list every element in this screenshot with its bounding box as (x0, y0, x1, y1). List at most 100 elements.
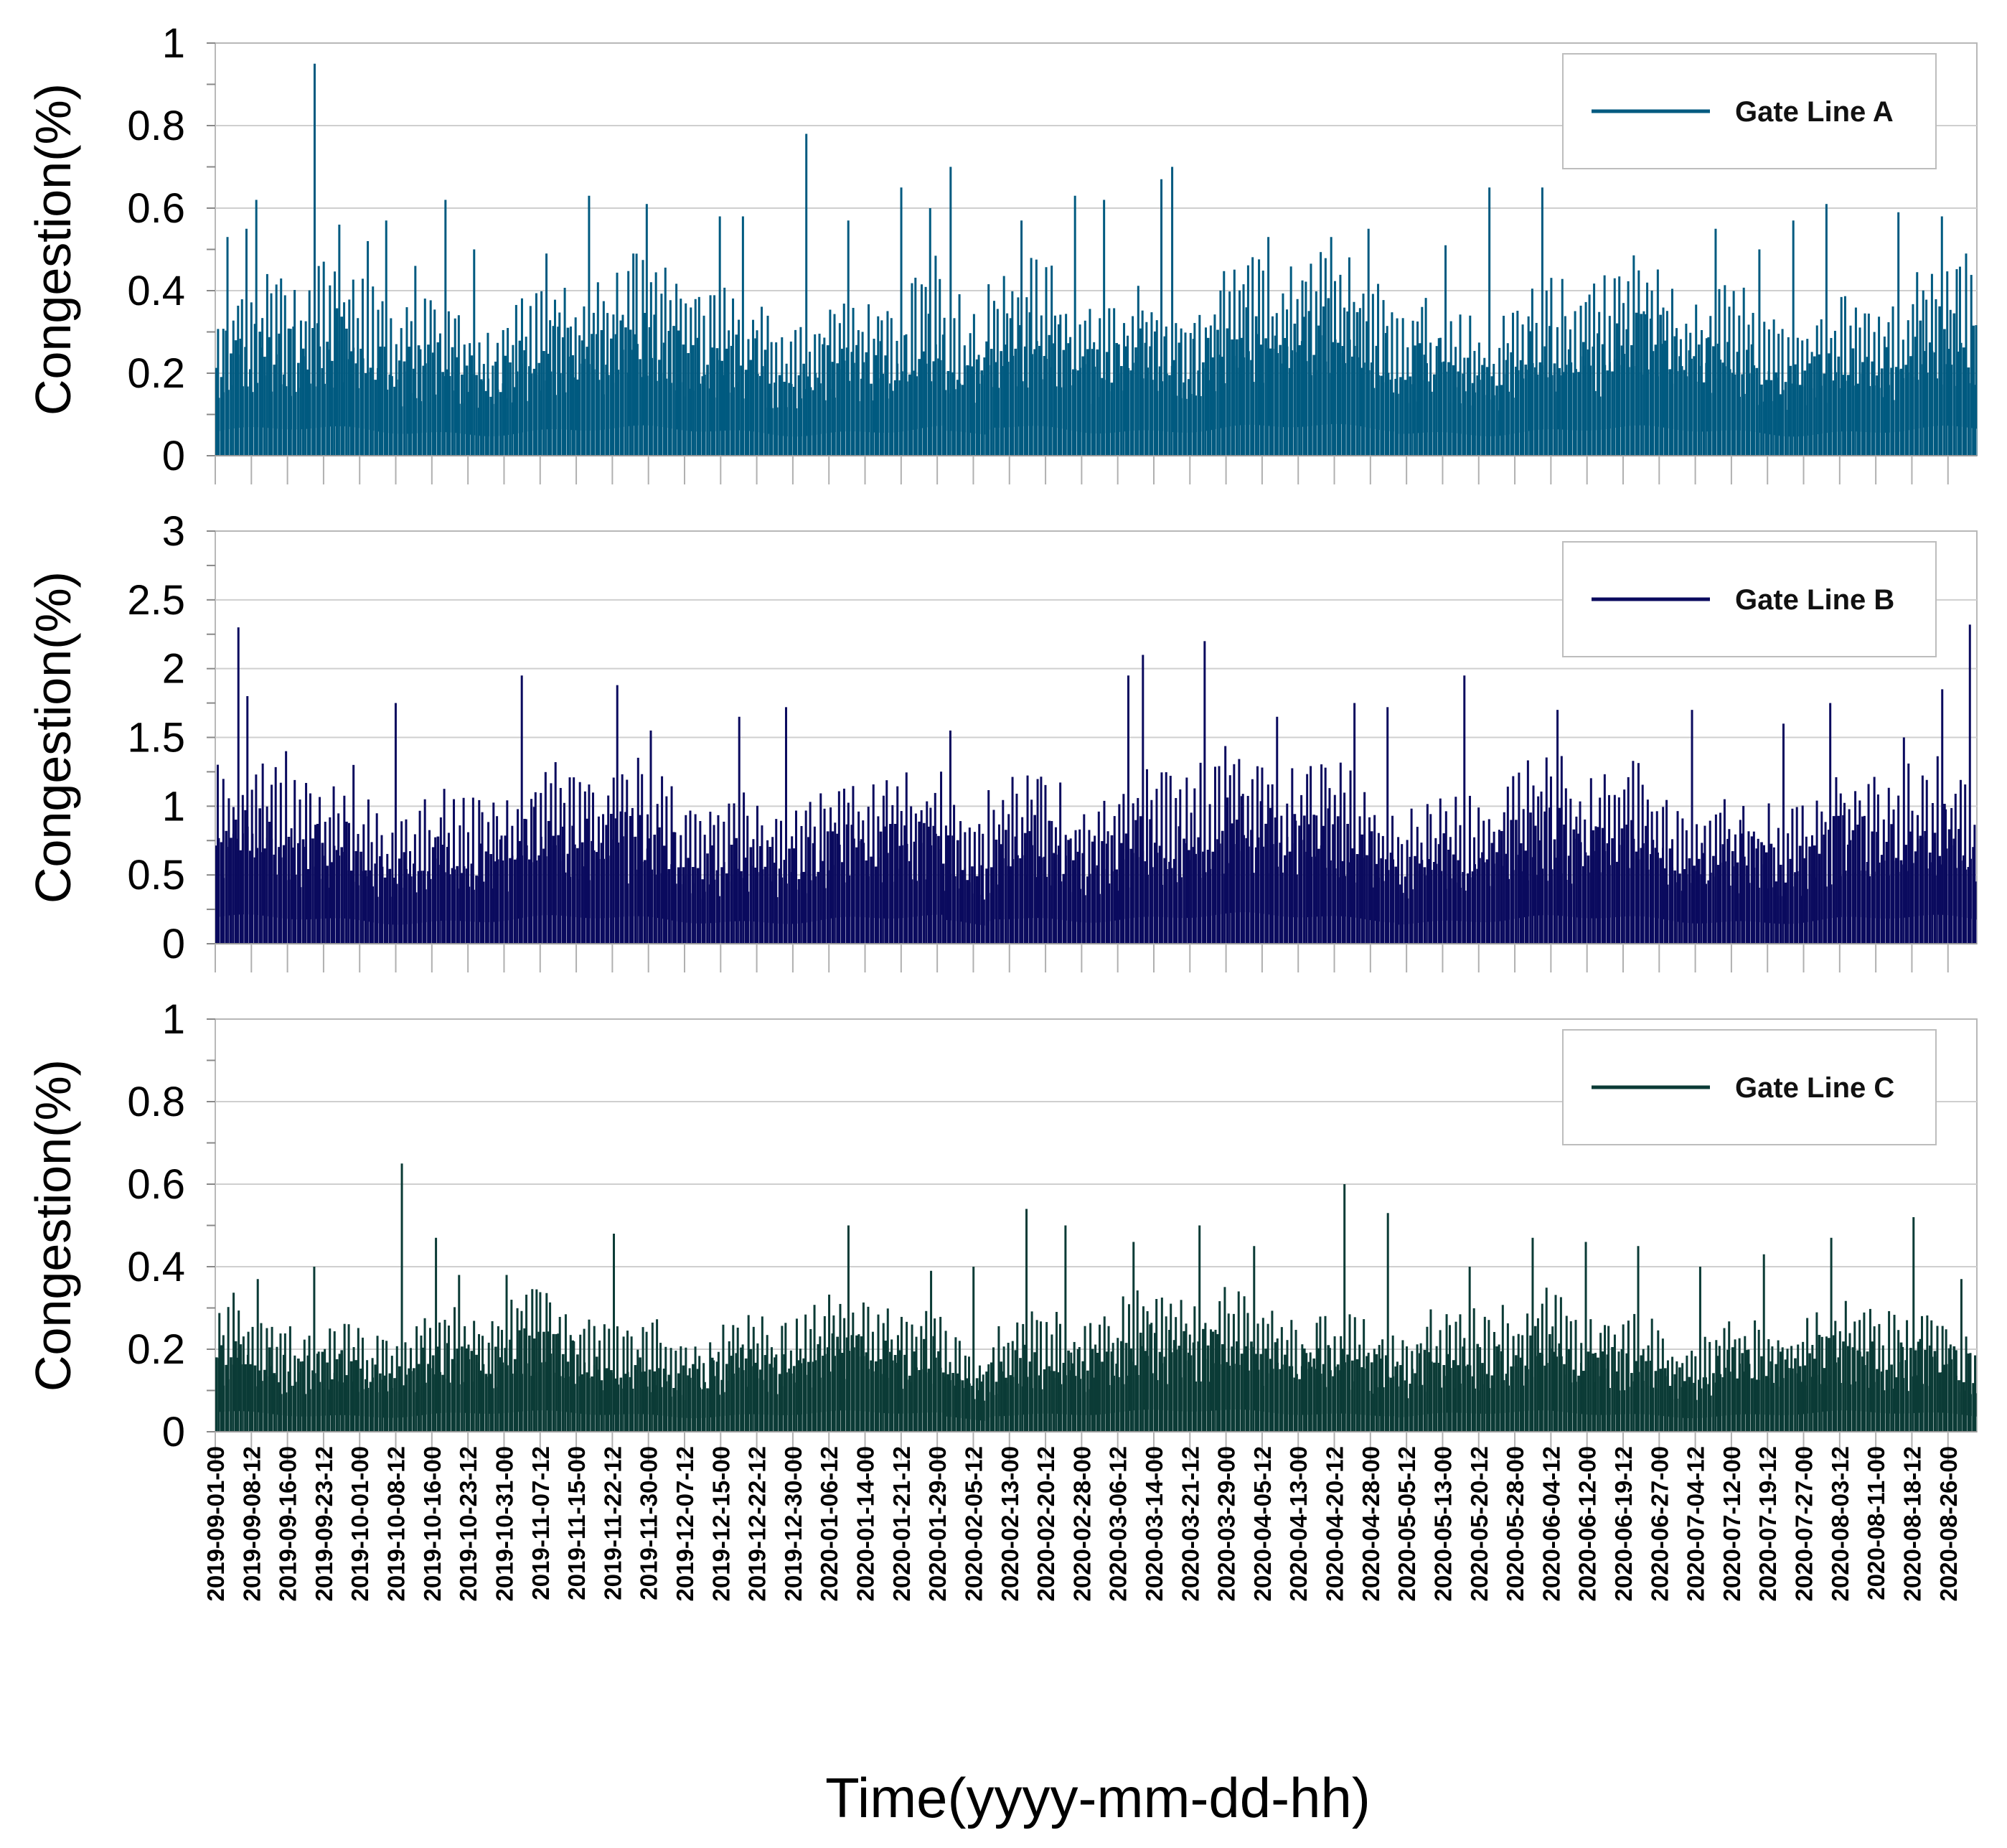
bar (386, 853, 389, 944)
bar (1183, 838, 1185, 944)
bar (1779, 1351, 1782, 1432)
bar (656, 1319, 659, 1432)
bar (1232, 1313, 1235, 1432)
bar (447, 311, 450, 456)
bar (983, 357, 986, 456)
bar (369, 870, 372, 944)
bar (845, 347, 849, 456)
bar (1007, 814, 1010, 944)
bar (956, 840, 959, 944)
bar (1149, 1324, 1152, 1432)
bar (1767, 1339, 1770, 1432)
bar (914, 813, 917, 944)
bar (1510, 352, 1513, 456)
bar (756, 330, 758, 456)
bar (1840, 296, 1843, 456)
bar (268, 1347, 271, 1432)
bar (1880, 855, 1884, 944)
bar (1483, 357, 1486, 456)
bar (1559, 1297, 1562, 1432)
bar (1197, 370, 1200, 456)
bar (949, 730, 951, 944)
bar (301, 348, 305, 456)
bar (619, 811, 623, 944)
bar (1888, 1310, 1891, 1432)
bar (361, 1337, 364, 1432)
bar (1282, 872, 1284, 944)
bar (484, 390, 488, 456)
bar (1429, 814, 1432, 944)
bar (853, 838, 855, 944)
bar (263, 357, 266, 456)
bar (1028, 831, 1032, 944)
bar (1057, 1372, 1061, 1432)
bar (489, 396, 493, 456)
bar (1271, 1310, 1274, 1432)
bar (914, 277, 917, 456)
bar (702, 315, 705, 456)
bar (1541, 868, 1543, 944)
bar (1093, 342, 1096, 456)
bar (1642, 311, 1645, 456)
bar (1377, 832, 1380, 944)
bar (1399, 377, 1402, 456)
bar (809, 387, 812, 456)
bar (1053, 1371, 1056, 1432)
bar (216, 764, 219, 944)
bar (1863, 313, 1866, 456)
bar (889, 824, 892, 944)
bar (774, 383, 776, 456)
bar (1332, 1376, 1335, 1432)
bar (600, 329, 603, 456)
bar (1553, 363, 1556, 456)
bar (842, 304, 845, 456)
bar (1353, 1317, 1356, 1432)
bar (1429, 342, 1432, 456)
bar (1909, 831, 1912, 944)
bar (1307, 1361, 1311, 1432)
bar (1187, 850, 1190, 944)
legend-label: Gate Line C (1735, 1072, 1894, 1104)
bar (723, 821, 725, 944)
bar (1110, 383, 1114, 456)
bar (1516, 311, 1519, 456)
bar (1973, 825, 1976, 944)
bar (1909, 1348, 1912, 1432)
bar (1698, 1267, 1701, 1432)
bar (1683, 868, 1686, 944)
bar (1274, 335, 1277, 456)
bar (1849, 840, 1852, 944)
bar (1002, 276, 1005, 456)
bar (1798, 1366, 1802, 1432)
bar (1646, 799, 1649, 944)
bar (706, 1388, 709, 1432)
x-tick-label: 2020-05-13-00 (1429, 1446, 1456, 1602)
bar (990, 1362, 993, 1432)
bar (908, 374, 911, 456)
bar (436, 836, 440, 944)
bar (1599, 797, 1602, 944)
bar (1158, 1351, 1162, 1432)
bar (1666, 1360, 1669, 1432)
bar (826, 345, 829, 456)
bar (1782, 723, 1785, 944)
bar (718, 896, 720, 944)
bar (1731, 1347, 1734, 1432)
bar (1498, 830, 1500, 944)
bar (1416, 827, 1419, 944)
bar (571, 1340, 575, 1432)
bar (511, 825, 514, 944)
bar (1048, 1366, 1051, 1432)
bar (740, 365, 743, 456)
bar (605, 1368, 608, 1432)
bar (1108, 883, 1111, 944)
bar (461, 873, 464, 944)
bar (497, 1326, 499, 1432)
bar (380, 835, 383, 944)
bar (596, 282, 599, 456)
bar (752, 839, 755, 944)
bar (369, 367, 372, 456)
bar (1965, 1336, 1968, 1432)
bar (1891, 306, 1894, 456)
bar (1712, 855, 1715, 944)
